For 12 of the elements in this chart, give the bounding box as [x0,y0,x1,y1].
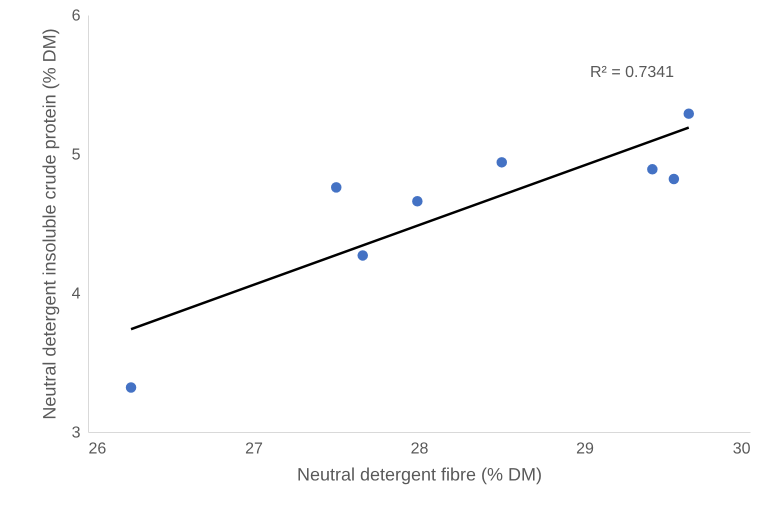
y-tick-label: 6 [72,8,81,24]
x-tick-label: 26 [88,440,106,458]
x-tick-label: 29 [576,440,594,458]
x-tick-label: 30 [732,440,751,458]
y-tick-label: 4 [72,286,81,302]
x-tick-label: 28 [410,440,428,458]
x-axis-title: Neutral detergent fibre (% DM) [296,464,542,484]
y-axis-title: Neutral detergent insoluble crude protein (% DM) [40,28,60,420]
y-tick-label: 5 [72,146,81,164]
y-tick-label: 3 [72,424,81,442]
x-tick-label: 27 [245,440,263,458]
annotation: R² = 0.7341 [590,64,674,81]
